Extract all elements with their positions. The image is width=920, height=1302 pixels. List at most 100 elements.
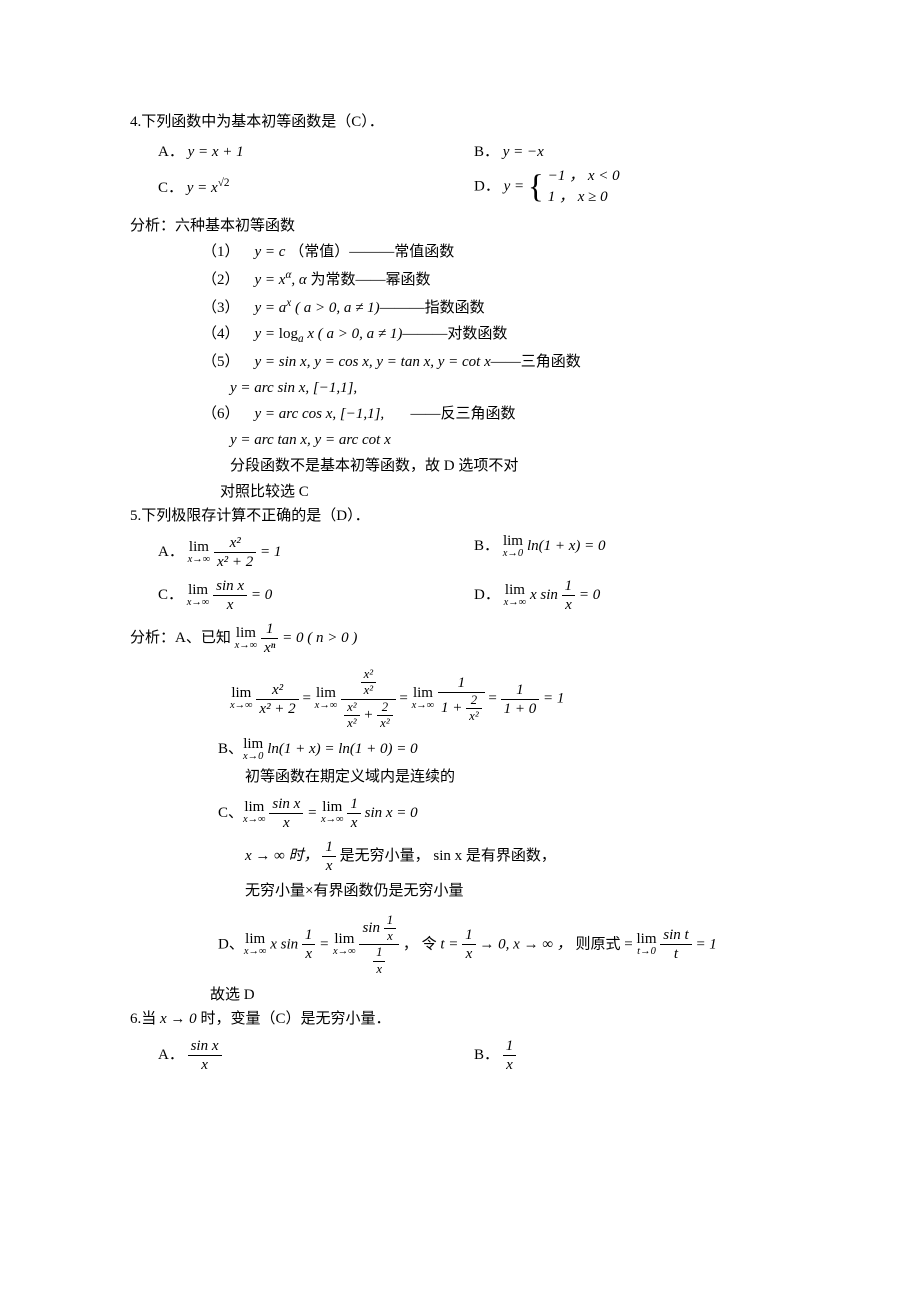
text: y =	[504, 178, 528, 194]
den: x	[188, 1056, 222, 1074]
text: D、	[218, 936, 244, 952]
num: （4）	[202, 326, 240, 342]
text: ， 令	[399, 936, 440, 952]
math: y = arc sin x, [−1,1],	[230, 380, 357, 396]
lim: lim	[243, 800, 266, 815]
q6-opt-b: B． 1x	[474, 1037, 790, 1074]
num: sin x	[269, 795, 303, 814]
num: 1	[501, 681, 540, 700]
opt-math: y = x + 1	[188, 144, 244, 160]
text: B、	[218, 741, 243, 757]
q4-opt-a: A． y = x + 1	[158, 140, 474, 164]
num: sin x	[213, 577, 247, 596]
lim-sub: x→∞	[243, 815, 266, 826]
q4-item-5b: y = arc sin x, [−1,1],	[230, 376, 790, 400]
math: y = arc tan x, y = arc cot x	[230, 432, 391, 448]
q4-stem: 4.下列函数中为基本初等函数是（C）．	[130, 110, 790, 134]
lim-sub: x→0	[503, 549, 523, 560]
den: x	[302, 945, 316, 963]
text: = 0	[575, 587, 600, 603]
den: x² + 2	[214, 553, 256, 571]
text: y = x	[255, 272, 286, 288]
den: x	[503, 1056, 517, 1074]
opt-label: A．	[158, 1047, 184, 1063]
text: , α	[291, 272, 306, 288]
den: x²	[466, 709, 481, 724]
text: ———对数函数	[402, 326, 507, 342]
q5-concl: 故选 D	[210, 983, 790, 1007]
lim-sub: x→∞	[321, 815, 344, 826]
text: ln(1 + x) = 0	[523, 538, 605, 554]
den: t	[660, 945, 691, 963]
lim: lim	[187, 583, 210, 598]
text: 6.当	[130, 1011, 160, 1027]
q5-ana-c-note1: x → ∞ 时， 1x 是无穷小量， sin x 是有界函数，	[245, 838, 790, 875]
num: 1	[462, 926, 476, 945]
q5-opt-d: D． limx→∞ x sin 1x = 0	[474, 577, 790, 614]
text: x → ∞ 时，	[245, 848, 322, 864]
math: y = sin x, y = cos x, y = tan x, y = cot…	[255, 354, 491, 370]
num: 2	[377, 700, 392, 716]
opt-label: D．	[474, 587, 500, 603]
num: 1	[562, 577, 576, 596]
q5-ana-b-note: 初等函数在期定义域内是连续的	[245, 765, 790, 789]
text: log	[279, 326, 298, 342]
q4-opt-d: D． y = { −1 ， x < 0 1 ， x ≥ 0	[474, 166, 790, 208]
den: x	[269, 814, 303, 832]
text: 为常数——幂函数	[307, 272, 431, 288]
text: = 1	[692, 936, 717, 952]
lim-sub: t→0	[636, 947, 656, 958]
text: x ( a > 0, a ≠ 1)	[304, 326, 403, 342]
num: （5）	[202, 354, 240, 370]
text: y = a	[255, 300, 287, 316]
math: x → 0	[160, 1011, 197, 1027]
lim-sub: x→∞	[315, 701, 338, 712]
num: sin x	[188, 1037, 222, 1056]
lim: lim	[636, 932, 656, 947]
num: x²	[344, 700, 359, 716]
lim: lim	[244, 932, 267, 947]
den: x	[384, 929, 396, 944]
text: sin x = 0	[361, 805, 418, 821]
opt-label: C．	[158, 587, 183, 603]
lim-sub: x→∞	[230, 701, 253, 712]
text: = 0 ( n > 0 )	[278, 630, 357, 646]
q4-note-1: 分段函数不是基本初等函数，故 D 选项不对	[230, 454, 790, 478]
num: （6）	[202, 406, 240, 422]
den: x	[347, 814, 361, 832]
q5-options-row2: C． limx→∞ sin xx = 0 D． limx→∞ x sin 1x …	[158, 575, 790, 616]
text: sin	[362, 920, 383, 936]
den: x	[462, 945, 476, 963]
lim-sub: x→∞	[333, 947, 356, 958]
lim-sub: x→∞	[504, 598, 527, 609]
opt-label: D．	[474, 178, 500, 194]
q5-ana-a-eq: limx→∞ x²x² + 2 = limx→∞ x²x² x²x² + 2x²…	[230, 667, 790, 731]
text: y = x	[187, 180, 218, 196]
q5-stem: 5.下列极限存计算不正确的是（D）．	[130, 504, 790, 528]
text: ———指数函数	[380, 300, 485, 316]
q4-item-5: （5） y = sin x, y = cos x, y = tan x, y =…	[202, 350, 790, 374]
lim-sub: x→∞	[187, 598, 210, 609]
lim: lim	[321, 800, 344, 815]
text: ln(1 + x) = ln(1 + 0) = 0	[263, 741, 417, 757]
num: 1	[503, 1037, 517, 1056]
lim: lim	[188, 540, 211, 555]
exp: x	[286, 297, 291, 309]
q5-options-row1: A． limx→∞ x²x² + 2 = 1 B． limx→0 ln(1 + …	[158, 532, 790, 573]
q4-opt-b: B． y = −x	[474, 140, 790, 164]
opt-label: B．	[474, 144, 499, 160]
text: x sin	[526, 587, 561, 603]
q5-ana-d: D、limx→∞ x sin 1x = limx→∞ sin 1x 1x ， 令…	[218, 913, 790, 977]
q5-opt-a: A． limx→∞ x²x² + 2 = 1	[158, 534, 474, 571]
num: 1	[384, 913, 396, 929]
q4-item-6b: y = arc tan x, y = arc cot x	[230, 428, 790, 452]
den: x²	[361, 683, 376, 698]
text: → 0, x → ∞ ，	[476, 936, 572, 952]
num: 1	[438, 674, 485, 693]
den: xⁿ	[261, 639, 278, 657]
den: x²	[377, 716, 392, 731]
text: ——三角函数	[491, 354, 581, 370]
q6-options: A． sin xx B． 1x	[158, 1035, 790, 1076]
text: 1 +	[441, 700, 466, 716]
lim: lim	[504, 583, 527, 598]
